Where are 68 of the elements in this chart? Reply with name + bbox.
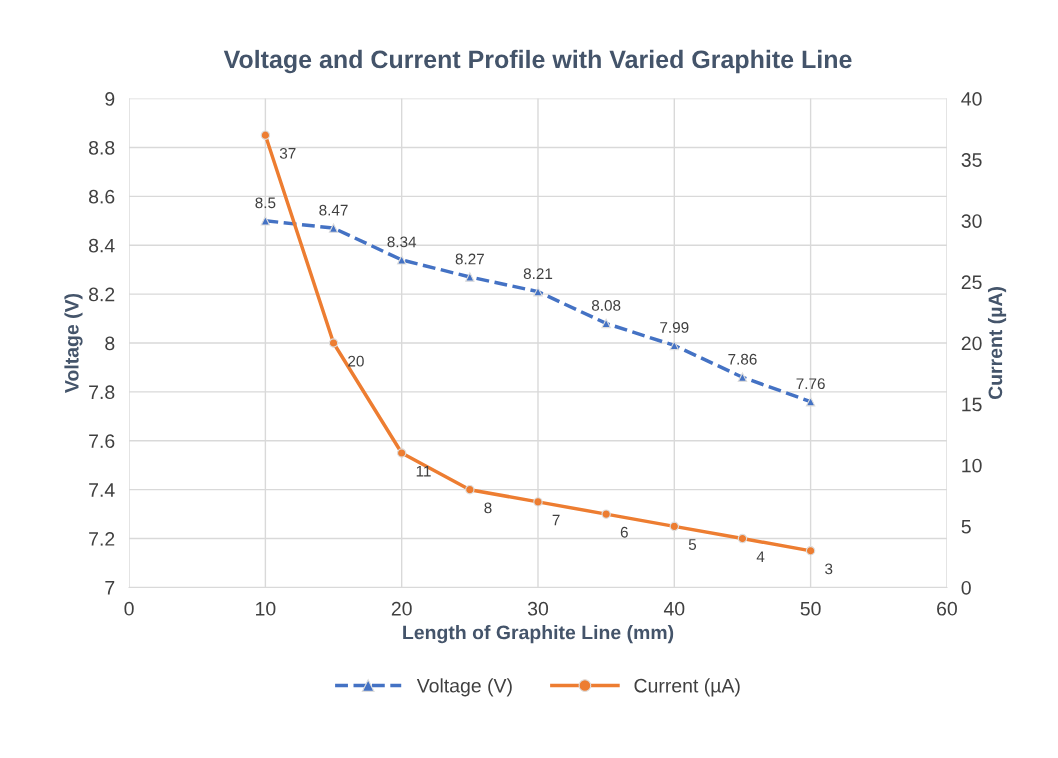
data-label: 8.5 xyxy=(255,197,276,209)
point xyxy=(465,272,475,282)
legend-label: Current (µA) xyxy=(634,678,740,697)
y2-tick-label: 20 xyxy=(961,336,982,351)
y-tick-label: 7.8 xyxy=(89,385,115,400)
legend-label: Voltage (V) xyxy=(416,678,512,697)
x-tick-label: 60 xyxy=(937,601,957,616)
data-label: 8.34 xyxy=(387,236,417,248)
point xyxy=(396,448,407,458)
data-label: 7.86 xyxy=(728,353,757,365)
point xyxy=(328,223,339,233)
y-tick-label: 8.6 xyxy=(89,189,115,204)
y-tick-label: 9 xyxy=(105,92,115,106)
point xyxy=(533,497,543,507)
x-tick-label: 0 xyxy=(124,601,134,616)
y2-tick-label: 35 xyxy=(961,153,982,167)
data-label: 11 xyxy=(416,465,431,477)
point xyxy=(737,372,748,382)
y2-tick-label: 10 xyxy=(962,458,982,473)
x-tick-label: 20 xyxy=(391,601,412,616)
y-tick-label: 7 xyxy=(105,581,115,595)
x-tick-label: 40 xyxy=(663,601,685,616)
y-axis-title: Voltage (V) xyxy=(64,293,83,393)
y2-tick-label: 40 xyxy=(961,92,982,106)
point xyxy=(601,509,611,519)
y-tick-label: 8.4 xyxy=(89,238,115,253)
x-tick-label: 30 xyxy=(527,601,549,616)
point xyxy=(465,484,475,495)
data-label: 5 xyxy=(688,539,697,550)
data-label: 8.21 xyxy=(523,268,553,280)
y2-tick-label: 15 xyxy=(962,397,982,412)
data-label: 7 xyxy=(552,514,560,526)
data-label: 4 xyxy=(756,551,765,562)
point xyxy=(328,338,339,348)
data-label: 8.47 xyxy=(319,204,348,216)
point xyxy=(396,255,407,265)
chart-title: Voltage and Current Profile with Varied Graphite Line xyxy=(223,49,852,74)
y2-tick-label: 30 xyxy=(961,214,982,228)
x-tick-label: 50 xyxy=(800,601,821,616)
y-tick-label: 8.2 xyxy=(89,287,115,302)
data-label: 8.08 xyxy=(591,300,621,311)
point xyxy=(533,286,543,297)
y-tick-label: 8 xyxy=(105,336,115,351)
y-tick-label: 7.4 xyxy=(89,483,115,497)
data-label: 37 xyxy=(279,147,296,159)
y2-tick-label: 0 xyxy=(961,580,971,595)
data-label: 7.99 xyxy=(660,322,689,333)
data-label: 20 xyxy=(348,355,364,367)
x-tick-label: 10 xyxy=(256,601,276,616)
point xyxy=(601,318,611,329)
point xyxy=(260,216,271,226)
point xyxy=(669,521,680,532)
data-label: 8.27 xyxy=(455,253,484,265)
y-tick-label: 8.8 xyxy=(89,140,115,155)
point xyxy=(669,340,680,351)
y-tick-label: 7.6 xyxy=(89,434,115,449)
data-label: 8 xyxy=(484,502,492,514)
data-label: 6 xyxy=(620,526,628,538)
data-label: 3 xyxy=(825,563,833,575)
data-label: 7.76 xyxy=(796,378,825,390)
point xyxy=(260,130,271,140)
y2-tick-label: 25 xyxy=(961,275,982,290)
point xyxy=(737,533,748,544)
y2-axis-title: Current (µA) xyxy=(987,287,1007,400)
x-axis-title: Length of Graphite Line (mm) xyxy=(403,625,674,644)
y2-tick-label: 5 xyxy=(961,520,971,534)
y-tick-label: 7.2 xyxy=(89,532,115,546)
point xyxy=(805,546,816,556)
